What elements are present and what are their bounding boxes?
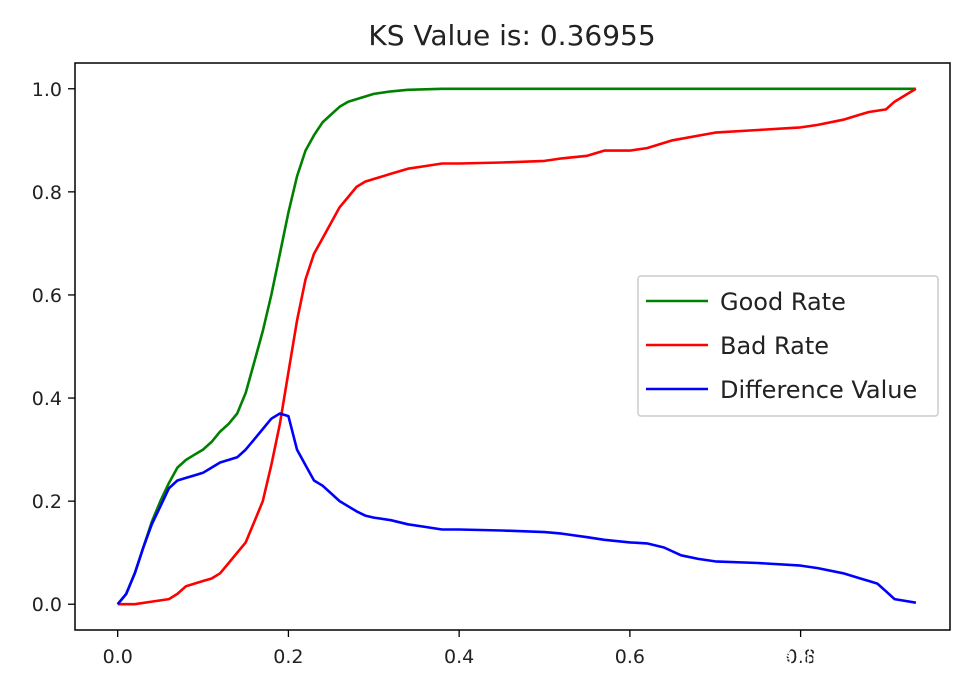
y-tick-label: 0.6	[32, 285, 62, 307]
legend-label-difference-value: Difference Value	[720, 376, 917, 404]
x-tick-label: 0.6	[615, 646, 645, 668]
series-lines	[116, 87, 917, 606]
y-tick-label: 1.0	[32, 79, 62, 101]
legend: Good Rate Bad Rate Difference Value	[637, 275, 939, 417]
x-tick-label: 0.0	[103, 646, 133, 668]
series-line-good-rate	[116, 87, 916, 606]
y-tick-label: 0.0	[32, 594, 62, 616]
watermark: 番茄风控大数据	[733, 642, 927, 674]
wechat-icon	[733, 642, 772, 674]
plot-frame	[74, 62, 951, 631]
x-tick-label: 0.4	[444, 646, 474, 668]
axes: 0.0 0.2 0.4 0.6 0.8 0.0 0.2 0.4 0.6 0.8 1.0	[32, 62, 951, 668]
series-line-difference-value	[116, 412, 917, 606]
x-tick-label: 0.2	[273, 646, 303, 668]
watermark-text: 番茄风控大数据	[773, 646, 927, 671]
legend-label-bad-rate: Bad Rate	[720, 332, 829, 360]
y-tick-label: 0.4	[32, 388, 62, 410]
legend-box	[637, 275, 939, 417]
legend-label-good-rate: Good Rate	[720, 288, 846, 316]
y-tick-label: 0.2	[32, 491, 62, 513]
series-line-bad-rate	[117, 87, 917, 606]
y-tick-label: 0.8	[32, 182, 62, 204]
x-tick-label: 0.8	[786, 646, 816, 668]
chart-title: KS Value is: 0.36955	[368, 19, 655, 52]
